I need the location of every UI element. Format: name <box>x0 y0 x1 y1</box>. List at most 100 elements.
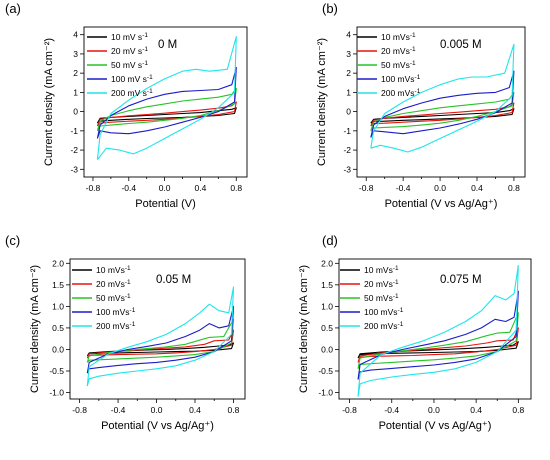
y-tick-label: 2 <box>346 68 351 78</box>
series-line <box>370 70 515 138</box>
y-tick-label: -3 <box>343 164 351 174</box>
x-axis-label: Potential (V vs Ag/Ag⁺) <box>385 198 498 210</box>
y-tick-label: 1 <box>73 87 78 97</box>
concentration-label: 0 M <box>158 39 177 51</box>
y-tick-label: 0.5 <box>321 323 333 333</box>
x-tick-label: 0.4 <box>195 183 207 193</box>
y-tick-label: 2.0 <box>52 258 64 268</box>
legend-entry: 20 mVs-1 <box>381 46 416 56</box>
legend-entry: 100 mVs-1 <box>364 307 404 317</box>
y-tick-label: 2 <box>73 68 78 78</box>
plot-frame <box>69 258 246 400</box>
x-tick-label: -0.8 <box>86 183 101 193</box>
y-tick-label: -2 <box>70 145 78 155</box>
series-line <box>86 329 235 359</box>
y-tick-label: 4 <box>346 30 351 40</box>
y-tick-label: 1.5 <box>52 280 64 290</box>
panel-label: (a) <box>5 1 21 16</box>
series-line <box>370 91 515 132</box>
y-tick-label: -2 <box>343 145 351 155</box>
series-line <box>96 36 237 161</box>
series-line <box>96 107 237 124</box>
y-tick-label: 0 <box>346 107 351 117</box>
x-tick-label: 0.8 <box>512 405 524 415</box>
legend-entry: 100 mV s-1 <box>111 74 153 84</box>
x-tick-label: -0.4 <box>384 405 399 415</box>
y-tick-label: 3 <box>73 49 78 59</box>
y-tick-label: 0.0 <box>321 344 333 354</box>
x-tick-label: -0.8 <box>72 405 87 415</box>
y-tick-label: 1.0 <box>321 301 333 311</box>
y-axis-label: Current density (mA cm⁻²) <box>29 265 41 393</box>
series-line <box>370 102 515 127</box>
y-tick-label: 0.5 <box>52 323 64 333</box>
x-tick-label: 0.8 <box>228 405 240 415</box>
legend-entry: 200 mVs-1 <box>381 88 421 98</box>
y-tick-label: 3 <box>346 49 351 59</box>
plot-frame <box>338 258 532 400</box>
x-tick-label: 0.8 <box>230 183 242 193</box>
panel-label: (d) <box>322 233 338 248</box>
chart-panel-c: -0.8 -0.4 0.0 0.4 0.8 -1.0 -0.5 0.0 0.5 1.0 1.5 2.0… <box>5 233 246 432</box>
x-axis-label: Potential (V) <box>135 198 196 210</box>
x-tick-label: 0.0 <box>428 405 440 415</box>
series-line <box>86 318 235 363</box>
series-line <box>96 66 237 139</box>
y-axis-label: Current density (mA cm⁻²) <box>316 38 328 166</box>
legend-entry: 20 mV s-1 <box>111 46 148 56</box>
y-tick-label: 2.0 <box>321 258 333 268</box>
y-tick-label: -3 <box>70 164 78 174</box>
legend-entry: 50 mVs-1 <box>96 293 131 303</box>
x-tick-label: 0.4 <box>470 405 482 415</box>
x-tick-label: -0.4 <box>396 183 411 193</box>
panel-label: (c) <box>5 233 20 248</box>
legend-entry: 50 mVs-1 <box>364 293 399 303</box>
concentration-label: 0.075 M <box>440 274 482 286</box>
legend-entry: 10 mVs-1 <box>364 265 399 275</box>
x-tick-label: -0.4 <box>121 183 136 193</box>
legend-entry: 10 mVs-1 <box>96 265 131 275</box>
x-tick-label: -0.8 <box>359 183 374 193</box>
legend-entry: 200 mV s-1 <box>111 88 153 98</box>
y-tick-label: -1.0 <box>49 388 64 398</box>
y-axis-label: Current density (mA cm⁻²) <box>298 265 310 393</box>
legend-entry: 20 mVs-1 <box>96 279 131 289</box>
x-axis-label: Potential (V vs Ag/Ag⁺) <box>101 420 214 432</box>
legend-entry: 200 mVs-1 <box>364 321 404 331</box>
series-line <box>357 290 519 380</box>
series-line <box>96 101 237 127</box>
chart-panel-a: -0.8 -0.4 0.0 0.4 0.8 -3 -2 -1 0 1 2 3 4 Potential (V… <box>5 1 248 210</box>
legend-entry: 10 mVs-1 <box>381 32 416 42</box>
legend-entry: 20 mVs-1 <box>364 279 399 289</box>
y-tick-label: -1.0 <box>318 388 333 398</box>
series-line <box>357 264 519 397</box>
concentration-label: 0.05 M <box>156 274 191 286</box>
chart-panel-d: -0.8 -0.4 0.0 0.4 0.8 -1.0 -0.5 0.0 0.5 1.0 1.5 2.0… <box>298 233 532 432</box>
legend-entry: 100 mVs-1 <box>96 307 136 317</box>
y-tick-label: 4 <box>73 30 78 40</box>
y-tick-label: 0 <box>73 107 78 117</box>
y-tick-label: -0.5 <box>318 366 333 376</box>
series-line <box>96 87 237 132</box>
plot-frame <box>356 26 526 178</box>
x-tick-label: 0.0 <box>151 405 163 415</box>
series-line <box>86 305 235 374</box>
chart-panel-b: -0.8 -0.4 0.0 0.4 0.8 -3 -2 -1 0 1 2 3 4 Potential (V… <box>316 1 526 210</box>
series-line <box>370 43 515 153</box>
x-tick-label: 0.0 <box>159 183 171 193</box>
y-tick-label: -0.5 <box>49 366 64 376</box>
series-line <box>357 327 519 363</box>
x-tick-label: -0.8 <box>342 405 357 415</box>
y-tick-label: 1.5 <box>321 280 333 290</box>
legend-entry: 10 mV s-1 <box>111 32 148 42</box>
series-line <box>357 312 519 370</box>
series-line <box>86 286 235 387</box>
legend-entry: 200 mVs-1 <box>96 321 136 331</box>
y-tick-label: 1.0 <box>52 301 64 311</box>
x-tick-label: -0.4 <box>111 405 126 415</box>
series-line <box>370 108 515 124</box>
y-tick-label: -1 <box>343 126 351 136</box>
y-tick-label: 0.0 <box>52 344 64 354</box>
legend-entry: 100 mVs-1 <box>381 74 421 84</box>
